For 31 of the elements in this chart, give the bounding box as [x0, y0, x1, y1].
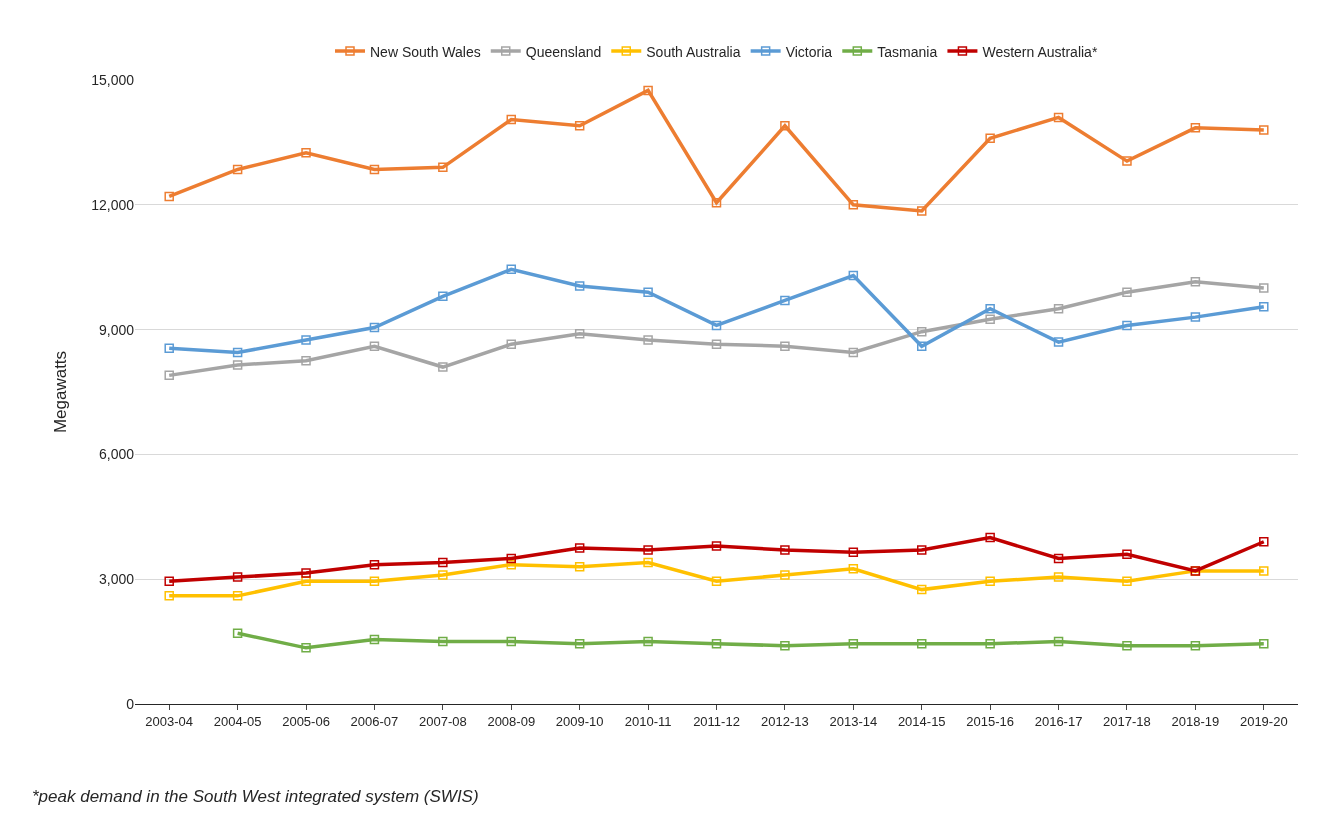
- x-tick-label: 2011-12: [693, 713, 740, 729]
- x-tick-label: 2017-18: [1103, 713, 1151, 729]
- legend-label: New South Wales: [370, 43, 481, 60]
- y-tick-label: 9,000: [98, 321, 135, 338]
- legend-label: Tasmania: [877, 43, 938, 60]
- x-tick-label: 2016-17: [1034, 713, 1083, 729]
- x-tick-label: 2005-06: [282, 713, 330, 729]
- legend-label: Queensland: [525, 43, 602, 60]
- x-tick-label: 2003-04: [145, 713, 194, 729]
- x-tick-label: 2015-16: [966, 713, 1015, 729]
- x-tick-label: 2008-09: [487, 713, 536, 729]
- y-axis-title: Megawatts: [50, 350, 70, 434]
- legend-label: South Australia: [646, 43, 741, 60]
- y-tick-label: 12,000: [91, 196, 135, 213]
- legend-label: Victoria: [785, 43, 833, 60]
- y-tick-label: 0: [126, 695, 135, 712]
- x-tick-label: 2010-11: [624, 713, 672, 729]
- x-tick-label: 2018-19: [1171, 713, 1220, 729]
- x-tick-label: 2019-20: [1239, 713, 1288, 729]
- y-tick-label: 15,000: [91, 71, 135, 88]
- x-tick-label: 2013-14: [829, 713, 878, 729]
- y-tick-label: 3,000: [98, 571, 135, 588]
- x-tick-label: 2006-07: [350, 713, 399, 729]
- x-tick-label: 2014-15: [897, 713, 946, 729]
- x-tick-label: 2007-08: [418, 713, 467, 729]
- text: *peak demand in the South West integrated system (SWIS): [32, 787, 479, 806]
- x-tick-label: 2004-05: [213, 713, 262, 729]
- legend-label: Western Australia*: [982, 43, 1098, 60]
- x-tick-label: 2009-10: [555, 713, 604, 729]
- x-tick-label: 2012-13: [761, 713, 809, 729]
- y-tick-label: 6,000: [98, 446, 135, 463]
